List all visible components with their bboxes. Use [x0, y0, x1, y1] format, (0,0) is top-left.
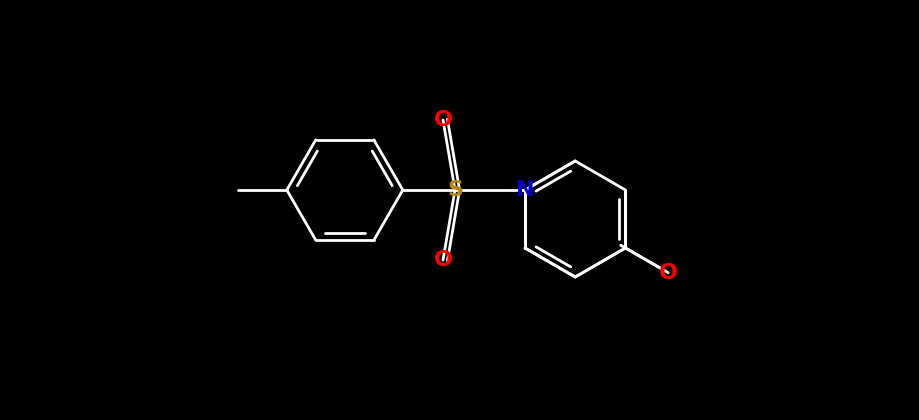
Text: O: O — [659, 262, 677, 283]
Text: N: N — [516, 180, 534, 200]
Text: S: S — [447, 180, 463, 200]
Text: O: O — [434, 250, 452, 270]
Text: O: O — [434, 110, 452, 130]
